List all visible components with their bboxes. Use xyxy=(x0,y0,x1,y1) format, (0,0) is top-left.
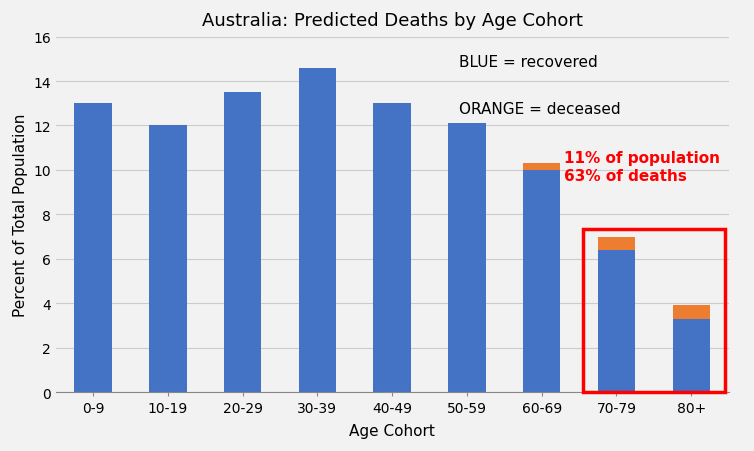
Bar xyxy=(149,126,186,392)
Bar xyxy=(598,237,635,250)
Bar xyxy=(523,170,560,392)
X-axis label: Age Cohort: Age Cohort xyxy=(349,423,435,438)
Bar xyxy=(448,124,486,392)
Text: BLUE = recovered: BLUE = recovered xyxy=(459,55,598,70)
Bar xyxy=(224,93,262,392)
Bar xyxy=(598,250,635,392)
Text: 11% of population
63% of deaths: 11% of population 63% of deaths xyxy=(564,151,720,184)
Title: Australia: Predicted Deaths by Age Cohort: Australia: Predicted Deaths by Age Cohor… xyxy=(202,13,583,30)
Bar xyxy=(75,104,112,392)
Bar xyxy=(523,164,560,170)
Bar xyxy=(373,104,411,392)
Bar xyxy=(673,306,710,319)
Bar xyxy=(299,69,336,392)
Text: ORANGE = deceased: ORANGE = deceased xyxy=(459,101,621,116)
Bar xyxy=(583,229,725,392)
Bar xyxy=(673,319,710,392)
Y-axis label: Percent of Total Population: Percent of Total Population xyxy=(13,114,27,316)
